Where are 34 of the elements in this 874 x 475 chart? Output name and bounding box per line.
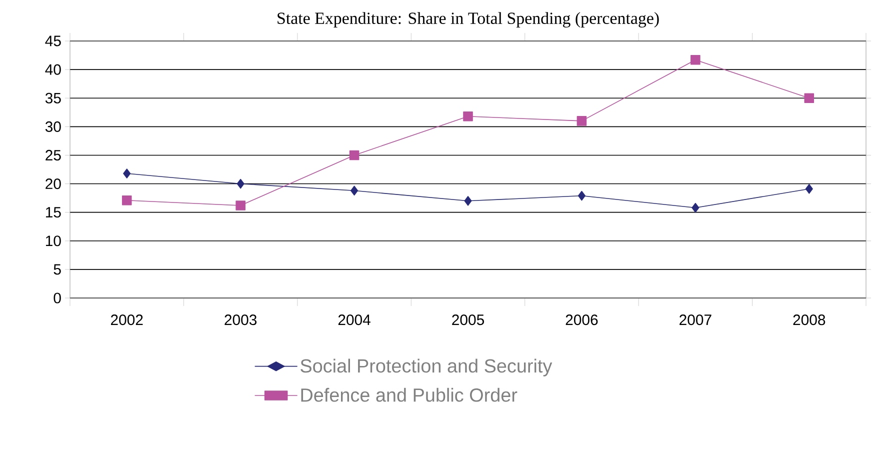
point [576,116,587,126]
point [692,202,700,213]
x-tick-label: 2005 [452,314,484,326]
x-tick-label: 2006 [566,314,598,326]
point [236,200,246,210]
point [122,195,132,206]
point [350,186,358,196]
y-tick-label: 40 [45,64,61,75]
y-tick-label: 10 [46,236,61,246]
point [123,168,131,178]
point [463,111,473,122]
point [236,178,244,189]
point [578,190,586,201]
x-tick-label: 2003 [224,314,257,326]
legend-label: Defence and Public Order [301,388,518,402]
y-tick-label: 0 [54,292,61,304]
y-tick-label: 25 [46,150,61,161]
point [805,184,813,194]
y-tick-label: 20 [46,178,61,190]
y-tick-label: 15 [46,207,61,218]
point [464,196,472,206]
point [690,54,700,65]
x-tick-label: 2004 [338,314,370,326]
x-tick-label: 2007 [680,314,712,326]
x-tick-label: 2002 [110,314,143,326]
point [349,150,360,160]
chart-title: State Expenditure: Share in Total Spending (percentage) [278,12,659,28]
y-tick-label: 35 [45,92,61,104]
y-tick-label: 45 [45,36,61,46]
legend-label: Social Protection and Security [300,358,552,376]
y-tick-label: 30 [45,121,61,132]
y-tick-label: 5 [54,264,61,275]
point [804,93,814,104]
x-tick-label: 2008 [793,314,826,326]
